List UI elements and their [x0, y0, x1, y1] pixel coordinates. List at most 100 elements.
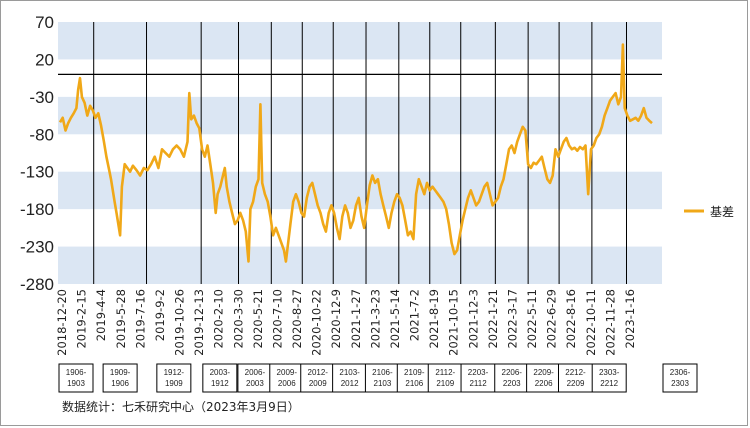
contract-tag-label: 2109- [404, 368, 425, 377]
y-tick-label: -130 [20, 163, 54, 182]
x-tick-label: 2021-3-23 [368, 289, 382, 349]
contract-tag-box [396, 363, 432, 393]
contract-period-tag: 2003- 1912 [202, 363, 238, 393]
y-tick-label: 20 [35, 50, 54, 69]
contract-tag-box [332, 363, 368, 393]
x-tick-label: 2020-7-10 [270, 289, 284, 349]
band [58, 96, 662, 135]
contract-tag-box [269, 363, 305, 393]
contract-tag-label: 2203- [468, 368, 489, 377]
contract-tag-box [300, 363, 336, 393]
contract-tag-label: 2109 [436, 379, 454, 388]
x-tick-label: 2022-1-21 [486, 289, 500, 349]
contract-tag-label: 2009- [277, 368, 298, 377]
contract-period-tag: 2303- 2212 [591, 363, 627, 393]
contract-tag-label: 2112 [469, 379, 487, 388]
contract-tag-label: 2012 [341, 379, 359, 388]
x-tick-label: 2019-10-26 [173, 289, 187, 356]
x-tick-label: 2022-10-11 [584, 289, 598, 356]
contract-tag-label: 2106- [372, 368, 393, 377]
y-tick-label: 70 [35, 13, 54, 32]
contract-period-tag: 2209- 2206 [526, 363, 562, 393]
contract-tag-box [58, 363, 94, 393]
contract-tag-label: 2012- [308, 368, 329, 377]
contract-period-tag: 2103- 2012 [332, 363, 368, 393]
contract-period-tag: 2112- 2109 [427, 363, 463, 393]
contract-tag-box [662, 363, 698, 393]
series-line-basis [58, 43, 653, 263]
contract-tag-label: 2112- [435, 368, 455, 377]
contract-tag-label: 1912- [164, 368, 185, 377]
legend: 基差 [684, 205, 734, 219]
contract-tag-label: 1903 [67, 379, 85, 388]
contract-tag-label: 2103 [374, 379, 392, 388]
contract-tag-label: 2206- [502, 368, 523, 377]
contract-tag-box [526, 363, 562, 393]
contract-tag-label: 1906- [66, 368, 87, 377]
contract-tag-label: 1912 [211, 379, 229, 388]
legend-label: 基差 [710, 205, 734, 219]
x-tick-label: 2019-4-4 [94, 289, 108, 341]
contract-tag-label: 2006 [278, 379, 296, 388]
y-axis-ticks: 70 20 -30 -80 -130 -180 -230 -280 [20, 13, 54, 294]
x-tick-label: 2022-3-17 [505, 289, 519, 349]
x-tick-label: 2021-5-14 [388, 289, 402, 349]
band [58, 246, 662, 284]
contract-period-tag: 2212- 2209 [557, 363, 593, 393]
x-tick-label: 2019-5-28 [114, 289, 128, 349]
y-tick-label: -30 [29, 88, 54, 107]
contract-tag-label: 1909- [110, 368, 131, 377]
contract-tag-label: 2003 [246, 379, 264, 388]
x-tick-label: 2019-12-13 [192, 289, 206, 356]
contract-divider-lines [93, 22, 627, 284]
contract-tag-label: 2006- [245, 368, 266, 377]
series-layer [58, 43, 653, 263]
x-tick-label: 2023-1-16 [623, 289, 637, 349]
x-tick-label: 2022-6-29 [545, 289, 559, 349]
background-bands [58, 22, 662, 284]
contract-tag-label: 2103- [339, 368, 360, 377]
y-tick-label: -280 [20, 275, 54, 294]
contract-tag-box [557, 363, 593, 393]
contract-tag-label: 1906 [111, 379, 129, 388]
contract-tag-label: 2212- [565, 368, 586, 377]
x-tick-label: 2019-2-15 [75, 289, 89, 349]
contract-tag-label: 2306- [670, 368, 691, 377]
band [58, 22, 662, 60]
x-tick-label: 2022-5-11 [525, 289, 539, 349]
x-tick-label: 2019-7-16 [133, 289, 147, 349]
contract-period-tag: 2206- 2203 [494, 363, 530, 393]
contract-tag-label: 2209- [533, 368, 554, 377]
contract-tag-box [364, 363, 400, 393]
contract-period-tag: 2012- 2009 [300, 363, 336, 393]
x-axis-ticks: 2018-12-20 2019-2-15 2019-4-4 2019-5-28 2019… [55, 289, 637, 356]
contract-period-tag: 1912- 1909 [156, 363, 192, 393]
source-note: 数据统计：七禾研究中心（2023年3月9日） [62, 399, 300, 414]
x-tick-label: 2020-2-10 [212, 289, 226, 349]
contract-period-tag: 2006- 2003 [237, 363, 273, 393]
x-tick-label: 2020-3-30 [231, 289, 245, 349]
contract-tag-box [102, 363, 138, 393]
contract-tag-label: 2303- [599, 368, 620, 377]
contract-tag-label: 2212 [600, 379, 618, 388]
contract-tag-label: 1909 [165, 379, 183, 388]
x-tick-label: 2021-8-19 [427, 289, 441, 349]
contract-tag-label: 2003- [210, 368, 231, 377]
x-tick-label: 2021-1-27 [349, 289, 363, 349]
contract-period-tag: 2203- 2112 [460, 363, 496, 393]
contract-tag-box [202, 363, 238, 393]
contract-period-tags: 1906- 1903 1909- 1906 1912- 1909 2003- 1912 2006… [58, 363, 698, 393]
y-tick-label: -230 [20, 238, 54, 257]
x-tick-label: 2018-12-20 [55, 289, 69, 356]
y-tick-label: -80 [29, 125, 54, 144]
contract-tag-box [591, 363, 627, 393]
contract-period-tag: 2106- 2103 [364, 363, 400, 393]
x-tick-label: 2022-8-16 [564, 289, 578, 349]
x-tick-label: 2020-8-27 [290, 289, 304, 349]
x-tick-label: 2019-9-2 [153, 289, 167, 341]
x-tick-label: 2021-12-3 [466, 289, 480, 349]
contract-period-tag: 1909- 1906 [102, 363, 138, 393]
x-tick-label: 2022-11-28 [603, 289, 617, 356]
